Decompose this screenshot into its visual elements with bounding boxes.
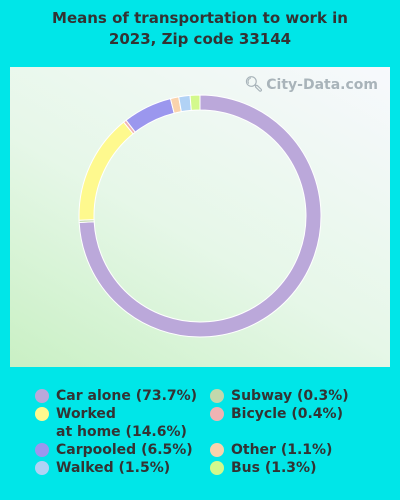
- legend-swatch: [35, 389, 49, 403]
- legend-item-bus: Bus (1.3%): [210, 459, 316, 477]
- legend-label: Walked (1.5%): [56, 460, 171, 476]
- chart-title-line-2: 2023, Zip code 33144: [108, 30, 292, 48]
- legend-item-carpooled: Carpooled (6.5%): [35, 441, 193, 459]
- legend-label: Bus (1.3%): [231, 460, 317, 476]
- legend-label: Bicycle (0.4%): [231, 406, 343, 422]
- legend-swatch: [210, 443, 224, 457]
- legend-item-subway: Subway (0.3%): [210, 387, 349, 405]
- legend-item-car-alone: Car alone (73.7%): [35, 387, 197, 405]
- legend-label: Subway (0.3%): [231, 388, 349, 404]
- donut-chart: [78, 94, 322, 338]
- legend-item-worked-at-home: Worked at home (14.6%): [35, 405, 187, 441]
- legend-swatch: [210, 407, 224, 421]
- watermark: 🔍︎ City-Data.com: [244, 75, 378, 93]
- legend-swatch: [210, 461, 224, 475]
- legend-label: Carpooled (6.5%): [56, 442, 193, 458]
- slice-bus: [189, 94, 201, 111]
- legend-item-bicycle: Bicycle (0.4%): [210, 405, 343, 423]
- legend-label: Car alone (73.7%): [56, 388, 198, 404]
- chart-title: Means of transportation to work in 2023,…: [0, 8, 400, 50]
- chart-legend: Car alone (73.7%) Worked at home (14.6%) Ca…: [0, 380, 400, 500]
- legend-item-walked: Walked (1.5%): [35, 459, 170, 477]
- chart-title-line-1: Means of transportation to work in: [52, 9, 348, 27]
- legend-swatch: [35, 407, 49, 421]
- legend-swatch: [35, 461, 49, 475]
- legend-swatch: [35, 443, 49, 457]
- legend-label: Worked at home (14.6%): [56, 406, 187, 440]
- legend-label: Other (1.1%): [231, 442, 333, 458]
- slice-walked: [178, 94, 192, 113]
- magnifier-icon: 🔍︎: [244, 75, 264, 93]
- slice-worked-at-home: [78, 121, 134, 221]
- slice-car-alone: [78, 94, 322, 338]
- legend-item-other: Other (1.1%): [210, 441, 332, 459]
- chart-panel: [10, 67, 390, 367]
- watermark-text: City-Data.com: [266, 77, 378, 93]
- legend-swatch: [210, 389, 224, 403]
- slice-carpooled: [125, 98, 175, 133]
